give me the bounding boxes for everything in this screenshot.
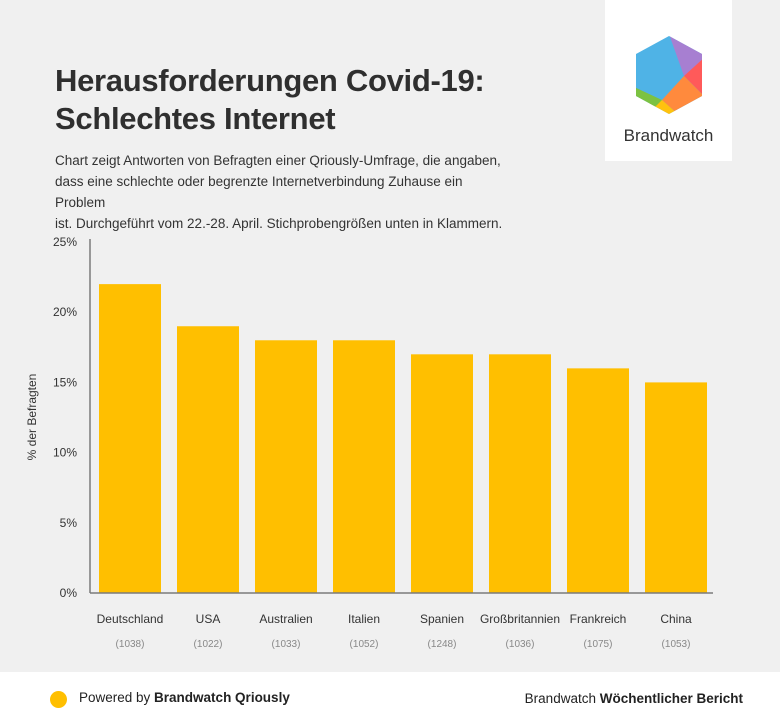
sample-size-label-7: (1053) [662, 639, 691, 650]
sample-size-label-1: (1022) [194, 639, 223, 650]
y-tick-label-5: 25% [53, 235, 77, 249]
bar-0 [99, 284, 161, 593]
footer-powered-by: Powered by Brandwatch Qriously [79, 690, 290, 705]
chart-title: Herausforderungen Covid-19: Schlechtes I… [55, 62, 485, 138]
footer-right-prefix: Brandwatch [524, 691, 600, 706]
bar-5 [489, 354, 551, 593]
y-axis-label: % der Befragten [25, 374, 39, 461]
x-tick-label-3: Italien [348, 612, 380, 626]
y-tick-label-2: 10% [53, 446, 77, 460]
sample-size-label-2: (1033) [272, 639, 301, 650]
bar-6 [567, 368, 629, 593]
subtitle-line-2: dass eine schlechte oder begrenzte Inter… [55, 174, 463, 210]
bar-1 [177, 326, 239, 593]
x-tick-label-5: Großbritannien [480, 612, 560, 626]
x-tick-label-4: Spanien [420, 612, 464, 626]
x-tick-label-1: USA [196, 612, 221, 626]
bar-7 [645, 382, 707, 593]
bar-2 [255, 340, 317, 593]
sample-size-label-5: (1036) [506, 639, 535, 650]
y-tick-label-1: 5% [60, 516, 78, 530]
footer-report-name: Brandwatch Wöchentlicher Bericht [525, 691, 743, 706]
y-tick-label-3: 15% [53, 375, 77, 389]
chart-subtitle: Chart zeigt Antworten von Befragten eine… [55, 150, 515, 234]
footer-dot-icon [50, 691, 67, 708]
subtitle-line-3: ist. Durchgeführt vom 22.-28. April. Sti… [55, 216, 503, 231]
y-tick-label-4: 20% [53, 305, 77, 319]
x-tick-label-0: Deutschland [97, 612, 164, 626]
sample-size-label-0: (1038) [116, 639, 145, 650]
sample-size-label-3: (1052) [350, 639, 379, 650]
sample-size-label-6: (1075) [584, 639, 613, 650]
bar-chart: 0% 5% 10% 15% 20% 25% % der Befragten Deutschla… [25, 235, 713, 650]
title-line-1: Herausforderungen Covid-19: [55, 63, 485, 98]
footer-right-bold: Wöchentlicher Bericht [599, 691, 743, 706]
brand-logo-text: Brandwatch [623, 126, 714, 145]
x-tick-label-2: Australien [259, 612, 312, 626]
x-tick-label-7: China [660, 612, 692, 626]
bar-4 [411, 354, 473, 593]
title-line-2: Schlechtes Internet [55, 101, 336, 136]
footer-powered-brand: Brandwatch Qriously [154, 690, 290, 705]
subtitle-line-1: Chart zeigt Antworten von Befragten eine… [55, 153, 501, 168]
x-tick-label-6: Frankreich [570, 612, 627, 626]
sample-size-label-4: (1248) [428, 639, 457, 650]
footer-bar: Powered by Brandwatch Qriously Brandwatc… [0, 672, 780, 728]
footer-powered-prefix: Powered by [79, 690, 155, 705]
brand-logo-box: Brandwatch [605, 0, 732, 161]
bar-3 [333, 340, 395, 593]
brandwatch-hexagon-icon [636, 36, 702, 114]
y-tick-label-0: 0% [60, 586, 78, 600]
